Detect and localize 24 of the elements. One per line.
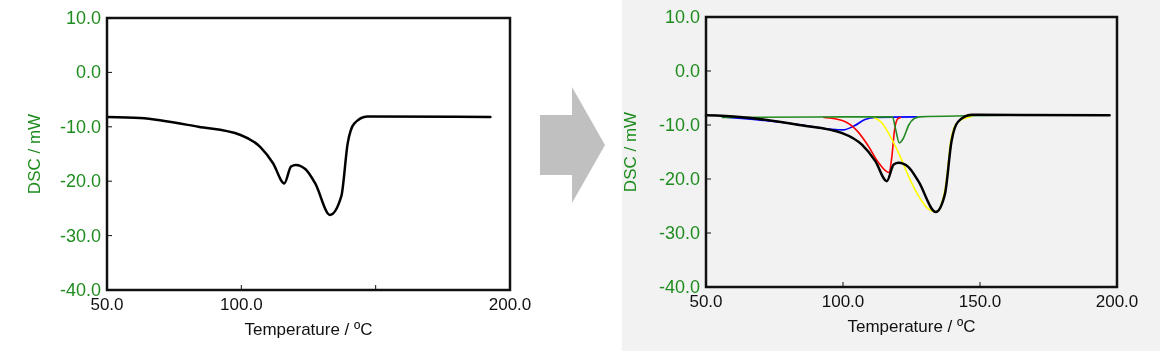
y-tick-label: 0.0 — [674, 61, 700, 81]
y-axis-title: DSC / mW — [621, 111, 640, 193]
x-axis-title: Temperature / ºC — [244, 320, 373, 339]
x-tick-label: 50.0 — [90, 295, 124, 314]
y-axis-title: DSC / mW — [25, 113, 44, 195]
x-tick-label: 200.0 — [1095, 292, 1139, 311]
line-series — [823, 116, 902, 174]
x-tick-label: 150.0 — [958, 292, 1002, 311]
y-tick-label: -10.0 — [658, 115, 700, 135]
x-tick-label: 50.0 — [689, 292, 723, 311]
y-tick-label: -20.0 — [59, 171, 101, 192]
x-tick-label: 200.0 — [488, 295, 532, 314]
y-tick-label: 10.0 — [664, 7, 700, 27]
x-axis-title: Temperature / ºC — [847, 317, 976, 336]
y-tick-label: -20.0 — [658, 169, 700, 189]
x-tick-label: 100.0 — [220, 295, 263, 314]
line-series — [106, 115, 492, 217]
y-tick-label: 10.0 — [65, 8, 101, 28]
x-tick-label: 100.0 — [821, 292, 865, 311]
line-series — [704, 113, 1111, 214]
y-tick-label: -30.0 — [658, 223, 700, 243]
y-tick-label: -10.0 — [59, 116, 101, 137]
y-tick-label: 0.0 — [75, 62, 101, 83]
y-tick-label: -30.0 — [59, 225, 101, 246]
